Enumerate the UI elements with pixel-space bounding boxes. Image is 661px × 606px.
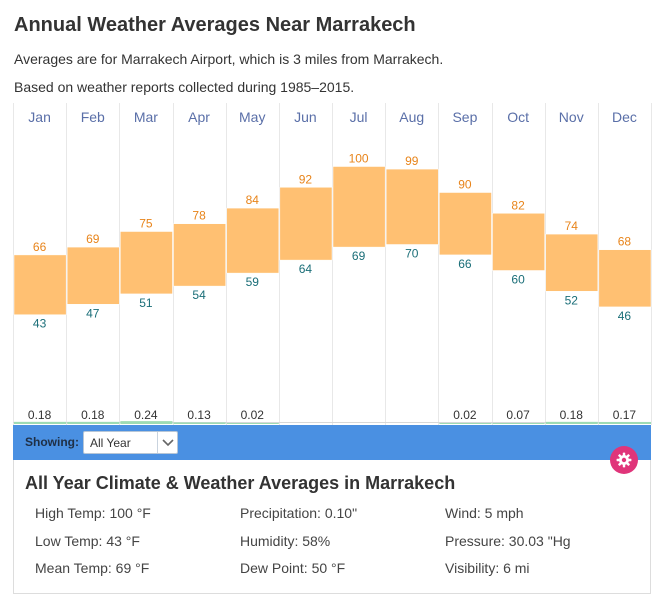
temp-range-bar <box>66 246 120 305</box>
climate-summary-panel: All Year Climate & Weather Averages in M… <box>13 460 651 594</box>
precip-label: 0.13 <box>187 408 211 422</box>
temp-range-bar <box>279 187 333 261</box>
high-temp-label: 66 <box>33 240 47 254</box>
low-temp-label: 59 <box>246 275 260 289</box>
low-temp-label: 64 <box>299 262 313 276</box>
precip-bar <box>226 423 279 424</box>
precip-bar <box>14 421 67 424</box>
period-select-value: All Year <box>90 436 131 450</box>
stat-precipitation: Precipitation: 0.10" <box>240 505 358 521</box>
settings-button[interactable] <box>610 446 638 474</box>
month-label: Feb <box>81 109 105 125</box>
showing-bar: Showing: All Year <box>13 425 651 460</box>
stat-mean-temp: Mean Temp: 69 °F <box>35 560 150 576</box>
precip-bar <box>173 422 226 424</box>
stat-humidity: Humidity: 58% <box>240 533 331 549</box>
precip-bar <box>439 423 492 424</box>
month-label: May <box>239 109 265 125</box>
select-divider <box>157 432 158 453</box>
precip-label: 0.02 <box>453 408 477 422</box>
precip-label: 0.18 <box>28 408 52 422</box>
stat-wind: Wind: 5 mph <box>445 505 524 521</box>
low-temp-label: 54 <box>192 288 206 302</box>
period-select[interactable]: All Year <box>83 431 178 454</box>
month-label: Dec <box>612 109 637 125</box>
temp-range-bar <box>120 231 173 295</box>
low-temp-label: 60 <box>511 273 525 287</box>
low-temp-label: 43 <box>33 317 47 331</box>
precip-bar <box>492 423 545 424</box>
chevron-down-icon <box>162 439 174 447</box>
month-label: Apr <box>188 109 210 125</box>
temp-range-bar <box>173 223 226 287</box>
low-temp-label: 52 <box>565 293 579 307</box>
temp-range-bar <box>332 166 386 248</box>
temp-range-bar <box>385 168 439 245</box>
low-temp-label: 66 <box>458 257 472 271</box>
page-title: Annual Weather Averages Near Marrakech <box>14 14 416 36</box>
high-temp-label: 100 <box>349 152 369 166</box>
month-label: Jun <box>294 109 317 125</box>
low-temp-label: 46 <box>618 309 632 323</box>
high-temp-label: 92 <box>299 172 313 186</box>
month-label: Jul <box>350 109 368 125</box>
precip-label: 0.18 <box>81 408 105 422</box>
precip-label: 0.17 <box>613 408 637 422</box>
showing-label: Showing: <box>25 435 79 449</box>
gear-icon <box>616 452 632 468</box>
precip-bar <box>545 421 598 424</box>
high-temp-label: 82 <box>511 198 525 212</box>
high-temp-label: 75 <box>139 217 153 231</box>
month-label: Nov <box>559 109 584 125</box>
stat-high-temp: High Temp: 100 °F <box>35 505 151 521</box>
month-label: Aug <box>399 109 424 125</box>
high-temp-label: 90 <box>458 178 472 192</box>
subtitle-location: Averages are for Marrakech Airport, whic… <box>14 51 444 67</box>
low-temp-label: 47 <box>86 306 100 320</box>
temperature-chart: Jan 66 43 0.18 Feb 69 47 0.18 Mar 75 51 0.24 Apr 78 54… <box>13 103 652 425</box>
temp-range-bar <box>226 207 280 274</box>
temp-range-bar <box>492 213 545 271</box>
precip-label: 0.24 <box>134 408 158 422</box>
precip-label: 0.07 <box>506 408 530 422</box>
stat-dew-point: Dew Point: 50 °F <box>240 560 346 576</box>
month-label: Mar <box>134 109 158 125</box>
high-temp-label: 84 <box>246 193 260 207</box>
low-temp-label: 51 <box>139 296 153 310</box>
month-label: Sep <box>452 109 477 125</box>
high-temp-label: 78 <box>192 209 206 223</box>
temp-range-bar <box>439 192 492 256</box>
high-temp-label: 74 <box>565 219 579 233</box>
chart-svg: Jan 66 43 0.18 Feb 69 47 0.18 Mar 75 51 0.24 Apr 78 54… <box>13 103 652 425</box>
high-temp-label: 68 <box>618 235 632 249</box>
precip-label: 0.02 <box>241 408 265 422</box>
month-label: Jan <box>28 109 51 125</box>
precip-label: 0.18 <box>560 408 584 422</box>
temp-range-bar <box>598 249 652 308</box>
low-temp-label: 69 <box>352 249 366 263</box>
high-temp-label: 99 <box>405 154 419 168</box>
low-temp-label: 70 <box>405 247 419 261</box>
precip-bar <box>598 421 651 424</box>
precip-bar <box>120 421 173 424</box>
stat-low-temp: Low Temp: 43 °F <box>35 533 140 549</box>
stat-visibility: Visibility: 6 mi <box>445 560 530 576</box>
subtitle-period: Based on weather reports collected durin… <box>14 79 355 95</box>
month-label: Oct <box>507 109 529 125</box>
precip-bar <box>67 421 120 424</box>
temp-range-bar <box>545 233 599 292</box>
stat-pressure: Pressure: 30.03 "Hg <box>445 533 571 549</box>
temp-range-bar <box>13 254 67 315</box>
high-temp-label: 69 <box>86 232 100 246</box>
panel-title: All Year Climate & Weather Averages in M… <box>25 473 456 493</box>
